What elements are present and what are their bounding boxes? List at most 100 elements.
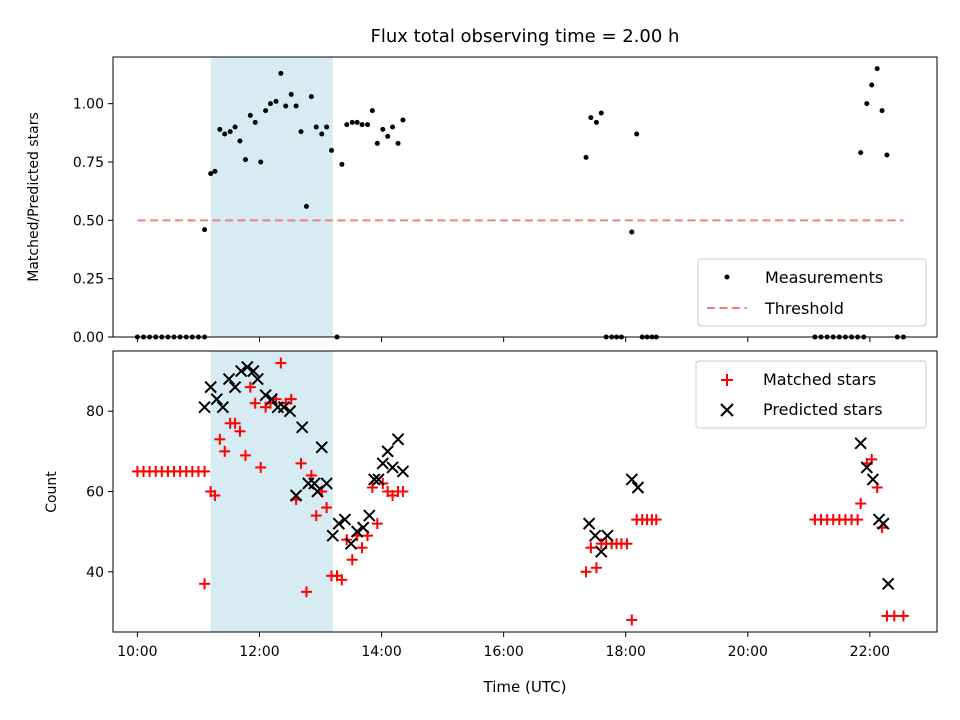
- predicted-stars-point: [241, 360, 254, 374]
- measurement-point: [858, 150, 864, 156]
- matched-stars-point: [209, 490, 221, 502]
- x-tick-label: 22:00: [850, 644, 890, 660]
- y-tick-label: 0.50: [73, 213, 104, 229]
- predicted-stars-point: [631, 481, 645, 494]
- matched-stars-point: [897, 610, 909, 622]
- bottom-shaded-span: [210, 351, 333, 632]
- top-y-axis-label: Matched/Predicted stars: [26, 112, 42, 282]
- measurement-point: [308, 94, 314, 100]
- predicted-stars-point: [350, 525, 364, 538]
- measurement-point: [258, 159, 264, 165]
- matched-stars-point: [852, 514, 864, 526]
- measurement-point: [629, 229, 635, 235]
- predicted-stars-point: [296, 421, 309, 434]
- top-legend: Measurements Threshold: [697, 258, 927, 327]
- bottom-axes-frame: [112, 350, 938, 633]
- measurement-point: [593, 119, 599, 125]
- matched-stars-point: [580, 566, 592, 578]
- measurement-point: [242, 157, 248, 163]
- bottom-ticks: 40 60 80 10:00 12:00 14:00 16:00 18:00 20:00 22:0…: [86, 404, 890, 660]
- measurement-point: [884, 152, 890, 158]
- y-tick-label: 40: [86, 565, 104, 581]
- measurement-point: [864, 101, 870, 107]
- matched-stars-point: [321, 502, 333, 514]
- measurement-point: [237, 138, 243, 144]
- y-tick-label: 60: [86, 485, 104, 501]
- measurement-point: [319, 131, 325, 137]
- predicted-stars-point: [289, 489, 303, 502]
- predicted-stars-point: [372, 473, 385, 486]
- predicted-stars-point: [391, 433, 405, 446]
- measurement-point: [247, 112, 253, 118]
- predicted-stars-point: [595, 545, 608, 558]
- measurement-point: [583, 154, 589, 160]
- measurement-point: [365, 122, 371, 128]
- matched-stars-point: [855, 498, 867, 510]
- predicted-stars-point: [228, 380, 242, 394]
- measurement-point: [598, 110, 604, 116]
- measurement-point: [390, 124, 396, 130]
- measurement-point: [395, 140, 401, 146]
- measurement-point: [354, 119, 360, 125]
- bottom-y-axis-label: Count: [44, 471, 60, 513]
- measurement-point: [278, 70, 284, 76]
- predicted-stars-point: [582, 517, 596, 530]
- x-tick-label: 10:00: [117, 644, 157, 660]
- predicted-stars-point: [396, 465, 410, 478]
- top-shaded-span: [210, 57, 333, 337]
- bottom-points: [131, 357, 909, 626]
- matched-stars-point: [346, 554, 358, 566]
- predicted-stars-point: [315, 441, 328, 454]
- measurement-point: [369, 108, 375, 114]
- bottom-panel: Count Time (UTC) 40 60 80 10:00 12:00 14:00 16…: [44, 350, 938, 696]
- measurement-point: [288, 91, 294, 97]
- measurement-point: [232, 124, 238, 130]
- legend-matched-marker: [721, 374, 733, 386]
- matched-stars-point: [356, 542, 368, 554]
- measurement-point: [349, 119, 355, 125]
- measurement-point: [380, 126, 386, 132]
- legend-predicted-marker: [720, 403, 734, 417]
- predicted-stars-point: [344, 537, 358, 550]
- predicted-stars-point: [222, 372, 236, 386]
- measurement-point: [874, 66, 880, 72]
- predicted-stars-point: [259, 388, 272, 402]
- measurement-point: [217, 126, 223, 132]
- matched-stars-point: [626, 614, 638, 626]
- measurement-point: [339, 161, 345, 167]
- measurement-point: [324, 124, 330, 130]
- matched-stars-point: [219, 445, 231, 457]
- measurement-point: [303, 203, 309, 209]
- x-tick-label: 12:00: [239, 644, 279, 660]
- matched-stars-point: [295, 457, 307, 469]
- predicted-stars-point: [357, 521, 370, 534]
- matched-stars-point: [275, 357, 287, 369]
- matched-stars-point: [621, 538, 633, 550]
- matched-stars-point: [214, 433, 226, 445]
- measurement-point: [400, 117, 406, 123]
- matched-stars-point: [650, 514, 662, 526]
- measurement-point: [298, 129, 304, 135]
- predicted-stars-point: [376, 457, 389, 470]
- predicted-stars-point: [204, 380, 217, 394]
- matched-stars-point: [249, 397, 261, 409]
- matched-stars-point: [285, 393, 297, 405]
- predicted-stars-point: [210, 392, 223, 406]
- y-tick-label: 1.00: [73, 97, 104, 113]
- predicted-stars-point: [381, 445, 394, 458]
- matched-stars-point: [336, 574, 348, 586]
- matched-stars-point: [229, 417, 241, 429]
- predicted-stars-point: [588, 529, 602, 542]
- top-panel: Flux total observing time = 2.00 h Match…: [26, 26, 938, 346]
- predicted-stars-point: [326, 529, 339, 542]
- measurement-point: [634, 131, 640, 137]
- measurement-point: [202, 227, 208, 233]
- legend-measurements-label: Measurements: [765, 268, 883, 287]
- y-tick-label: 0.75: [73, 155, 104, 171]
- measurement-point: [385, 133, 391, 139]
- matched-stars-point: [199, 465, 211, 477]
- measurement-point: [208, 171, 214, 177]
- predicted-stars-point: [866, 473, 880, 486]
- matched-stars-point: [397, 486, 409, 497]
- predicted-stars-point: [332, 517, 346, 530]
